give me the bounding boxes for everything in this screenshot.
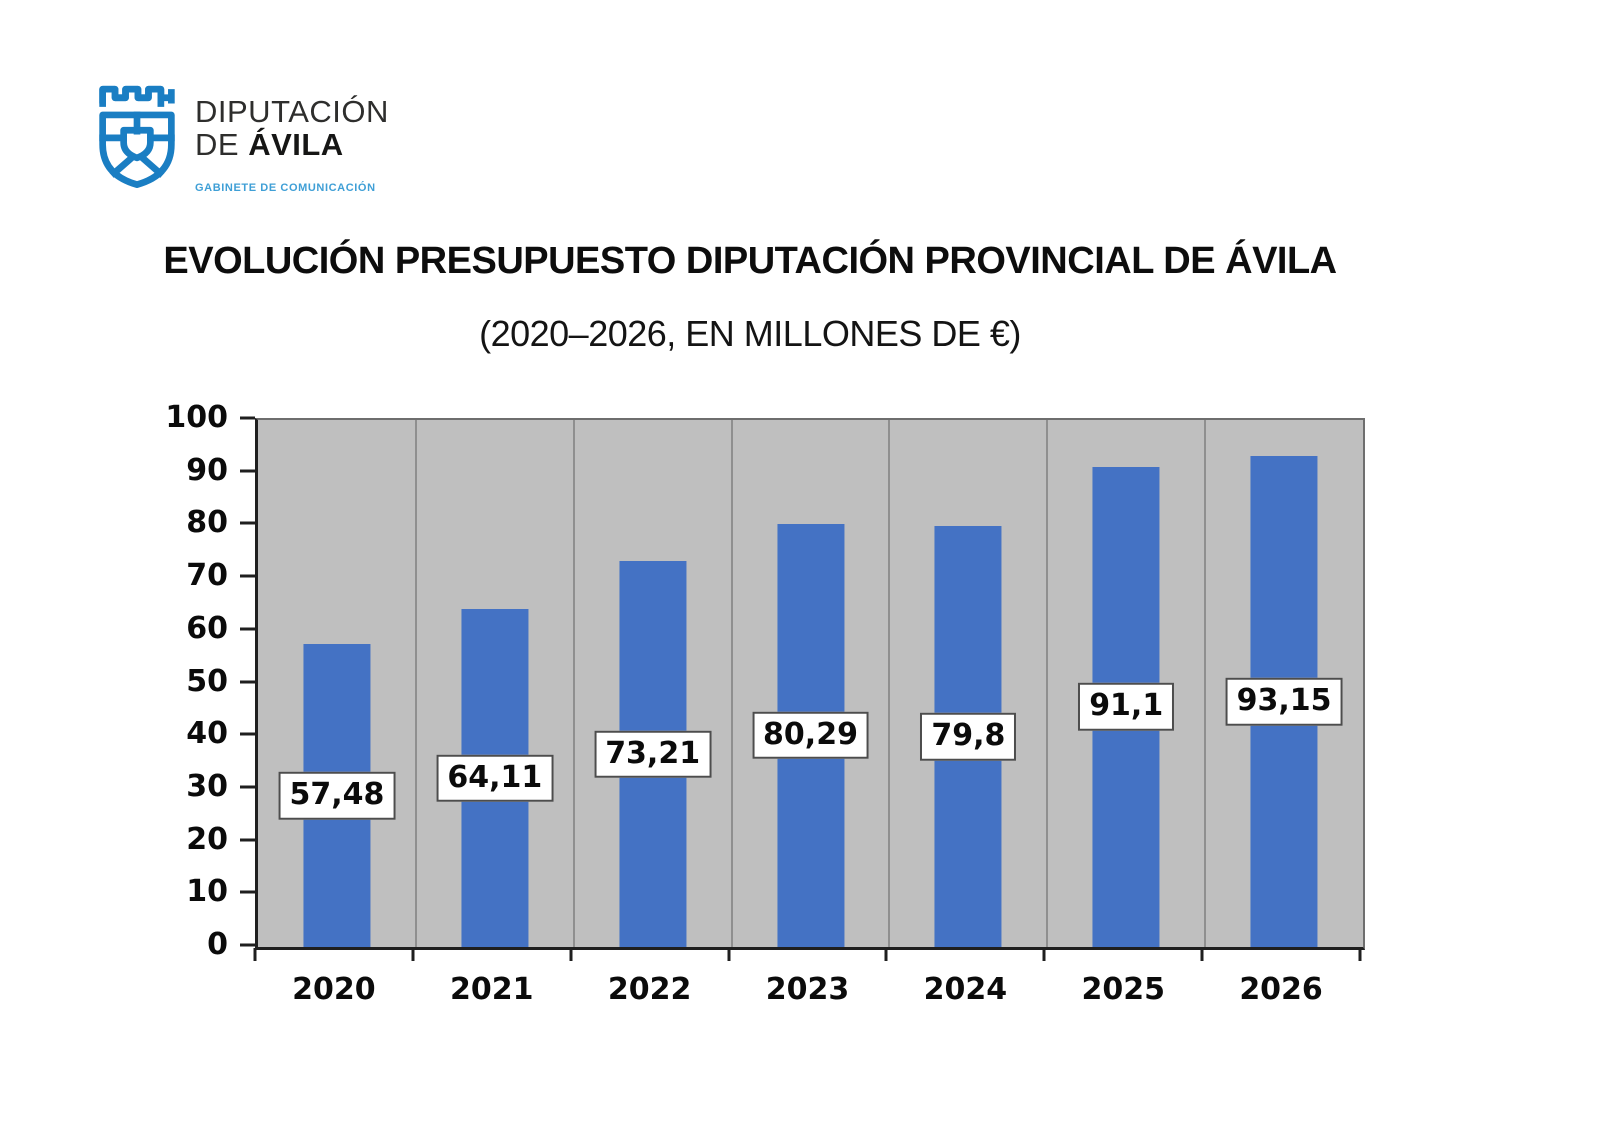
y-axis-tick (240, 838, 255, 842)
category-gridline (1046, 420, 1049, 947)
x-tick-label: 2021 (450, 972, 534, 1007)
category-gridline (730, 420, 733, 947)
bar-value-label: 57,48 (278, 771, 396, 820)
y-axis-tick (240, 943, 255, 947)
y-axis-tick (240, 680, 255, 683)
y-tick-label: 40 (186, 716, 228, 752)
y-axis-tick (240, 627, 255, 631)
castle-shield-icon (99, 85, 175, 188)
x-axis-tick (253, 948, 257, 961)
y-tick-label: 80 (186, 505, 228, 541)
y-axis-tick (240, 574, 255, 578)
y-axis-tick (240, 416, 255, 420)
x-axis-tick (1042, 948, 1046, 961)
x-tick-label: 2024 (923, 972, 1008, 1007)
x-tick-label: 2020 (292, 972, 376, 1007)
y-tick-label: 60 (186, 610, 228, 646)
category-gridline (572, 420, 575, 947)
logo-tagline: GABINETE DE COMUNICACIÓN (195, 181, 376, 194)
category-gridline (414, 420, 417, 947)
category-gridline (888, 420, 891, 947)
chart-title: EVOLUCIÓN PRESUPUESTO DIPUTACIÓN PROVINC… (163, 240, 1337, 282)
y-tick-label: 0 (207, 927, 228, 962)
y-tick-label: 20 (186, 821, 228, 857)
y-axis-tick (240, 469, 255, 473)
org-name-line1: DIPUTACIÓN (195, 94, 389, 129)
x-tick-label: 2022 (607, 972, 692, 1007)
x-axis: 2020 2021 2022 2023 2024 2025 2026 (253, 948, 1362, 1023)
y-tick-label: 50 (186, 663, 228, 699)
x-axis-tick (569, 948, 573, 961)
bar-value-label: 93,15 (1225, 677, 1343, 726)
y-tick-label: 90 (186, 452, 228, 488)
y-tick-label: 30 (186, 768, 228, 804)
logo: DIPUTACIÓN DE ÁVILA GABINETE DE COMUNICA… (95, 75, 389, 195)
y-axis-tick (240, 890, 255, 894)
x-tick-label: 2025 (1081, 972, 1165, 1007)
x-axis-tick (1358, 948, 1362, 961)
chart-subtitle: (2020–2026, EN MILLONES DE €) (479, 313, 1021, 354)
title-block: EVOLUCIÓN PRESUPUESTO DIPUTACIÓN PROVINC… (0, 240, 1500, 355)
bar-value-label: 80,29 (752, 711, 869, 760)
bar-value-label: 64,11 (436, 754, 554, 802)
org-name-line2: DE ÁVILA (195, 127, 344, 163)
x-tick-label: 2026 (1239, 972, 1323, 1007)
bar-value-label: 79,8 (920, 712, 1017, 761)
y-axis-tick (240, 732, 255, 736)
y-tick-label: 10 (186, 874, 228, 910)
x-tick-label: 2023 (765, 972, 850, 1007)
x-axis-tick (884, 948, 888, 961)
x-axis-tick (727, 948, 731, 961)
bar-value-label: 73,21 (594, 730, 712, 778)
plot-area: 57,48 64,11 73,21 80,29 79,8 91,1 93,15 (255, 418, 1365, 950)
logo-text: DIPUTACIÓN DE ÁVILA GABINETE DE COMUNICA… (195, 75, 389, 195)
y-tick-label: 100 (165, 400, 228, 435)
y-axis-labels: 0 10 20 30 40 50 60 70 80 90 100 (60, 403, 228, 960)
y-axis-tick (240, 521, 255, 525)
x-axis-tick (1200, 948, 1204, 961)
y-axis-ticks (240, 416, 255, 947)
y-axis-tick (240, 785, 255, 789)
bar-value-label: 91,1 (1078, 683, 1175, 731)
category-gridline (1204, 420, 1207, 947)
x-axis-tick (411, 948, 415, 961)
y-tick-label: 70 (186, 558, 228, 594)
